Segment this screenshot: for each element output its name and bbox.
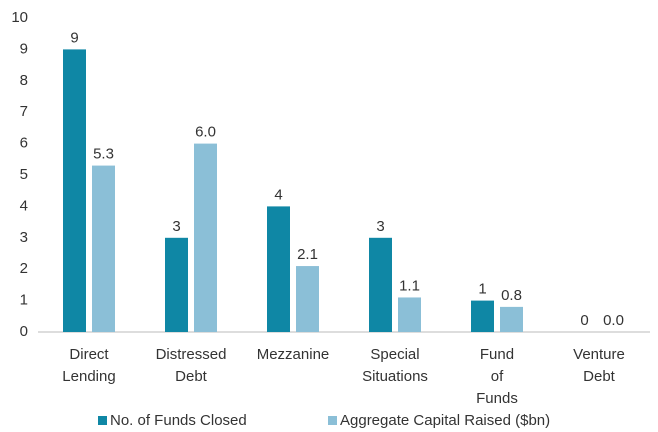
y-tick-label: 9 [20, 40, 28, 57]
y-tick-label: 3 [20, 229, 28, 246]
y-tick-label: 10 [11, 9, 28, 26]
data-label: 1 [478, 281, 486, 298]
y-tick-label: 2 [20, 260, 28, 277]
bar [296, 266, 319, 332]
x-tick-label: Fund of Funds [476, 346, 518, 407]
bar [194, 143, 217, 332]
data-label: 6.0 [195, 124, 216, 141]
bar [92, 165, 115, 332]
data-label: 4 [274, 186, 282, 203]
data-label: 9 [70, 29, 78, 46]
y-tick-label: 6 [20, 135, 28, 152]
x-tick-label: Direct Lending [62, 346, 115, 385]
y-tick-label: 7 [20, 103, 28, 120]
data-label: 5.3 [93, 146, 114, 163]
bar [398, 297, 421, 332]
bar [369, 237, 392, 332]
legend-label: No. of Funds Closed [110, 412, 247, 429]
data-label: 1.1 [399, 277, 420, 294]
x-tick-label: Mezzanine [257, 346, 330, 363]
bar [165, 237, 188, 332]
data-label: 0.8 [501, 287, 522, 304]
legend-swatch [328, 416, 337, 425]
data-label: 0 [580, 312, 588, 329]
y-tick-label: 8 [20, 72, 28, 89]
data-label: 3 [376, 218, 384, 235]
bar [471, 300, 494, 332]
y-tick-label: 1 [20, 292, 28, 309]
bar [500, 306, 523, 332]
x-tick-label: Special Situations [362, 346, 428, 385]
data-label: 0.0 [603, 312, 624, 329]
legend-swatch [98, 416, 107, 425]
legend-label: Aggregate Capital Raised ($bn) [340, 412, 550, 429]
y-tick-label: 5 [20, 166, 28, 183]
bar [267, 206, 290, 332]
x-tick-label: Distressed Debt [156, 346, 227, 385]
x-tick-label: Venture Debt [573, 346, 625, 385]
data-label: 3 [172, 218, 180, 235]
y-tick-label: 0 [20, 323, 28, 340]
data-label: 2.1 [297, 246, 318, 263]
bar [63, 49, 86, 333]
y-tick-label: 4 [20, 197, 28, 214]
